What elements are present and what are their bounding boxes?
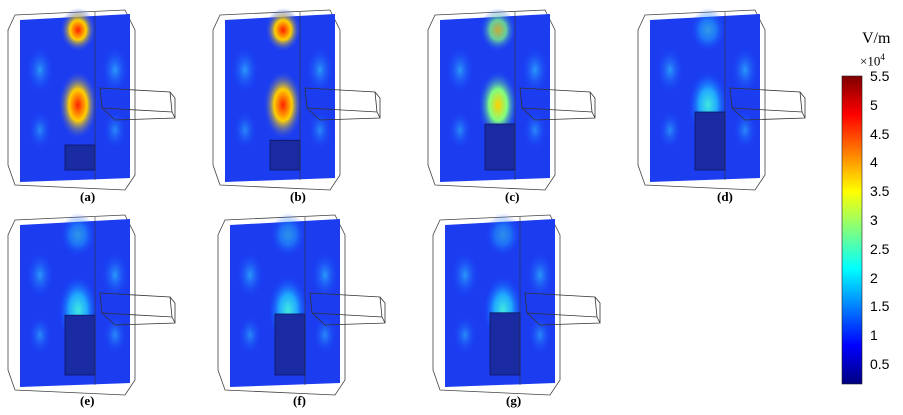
colorbar-tick-label: 4.5 (870, 125, 890, 142)
field-plot-f (210, 205, 410, 415)
waveguide-port (729, 87, 806, 121)
load-block (274, 313, 306, 376)
field-plot-a (0, 0, 200, 210)
caption-c: (c) (505, 189, 520, 204)
colorbar-tick-label: 5 (870, 96, 878, 113)
field-plot-e (0, 205, 200, 415)
load-block (489, 312, 521, 376)
colorbar-tick-label: 4 (870, 154, 878, 171)
field-plot-b (205, 0, 405, 210)
caption-f: (f) (293, 393, 306, 408)
colorbar-unit: V/m (862, 30, 891, 47)
colorbar-tick-label: 3 (870, 212, 878, 228)
colorbar-multiplier: ×104 (860, 52, 885, 69)
colorbar-tick-label: 1.5 (870, 298, 890, 315)
colorbar-tick-label: 5.5 (870, 68, 890, 84)
caption-g: (g) (506, 393, 522, 408)
load-block (694, 111, 726, 171)
waveguide-port (309, 292, 386, 326)
load-block (484, 123, 516, 171)
caption-e: (e) (80, 393, 95, 408)
colorbar-tick-label: 1 (870, 327, 878, 344)
caption-d: (d) (717, 189, 733, 204)
colorbar-tick-label: 2 (870, 269, 878, 286)
waveguide-port (99, 87, 176, 121)
caption-b: (b) (290, 189, 306, 204)
field-plot-g (425, 205, 625, 415)
load-block (64, 314, 96, 376)
colorbar-tick-label: 0.5 (870, 356, 890, 372)
field-plot-d (630, 0, 830, 210)
waveguide-port (304, 87, 381, 121)
colorbar (841, 75, 863, 385)
colorbar-tick-label: 2.5 (870, 240, 890, 257)
caption-a: (a) (80, 189, 96, 204)
load-block (269, 139, 301, 171)
field-plot-c (420, 0, 620, 210)
colorbar-tick-label: 3.5 (870, 183, 890, 200)
waveguide-port (524, 292, 601, 326)
waveguide-port (99, 292, 176, 326)
load-block (64, 144, 96, 171)
waveguide-port (519, 87, 596, 121)
